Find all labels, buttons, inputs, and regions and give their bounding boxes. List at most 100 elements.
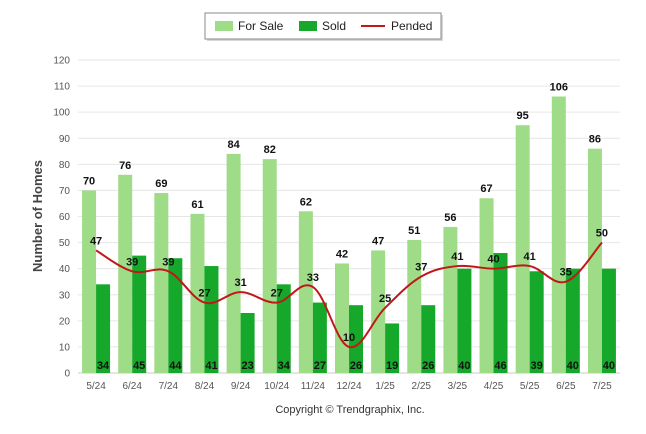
sold-value-label: 23 (241, 360, 253, 372)
y-tick-label: 30 (59, 290, 71, 301)
pended-value-label: 35 (560, 267, 572, 279)
y-tick-label: 70 (59, 186, 71, 197)
pended-value-label: 33 (307, 272, 319, 284)
for-sale-bar (587, 148, 602, 373)
for-sale-bar (298, 211, 313, 373)
sold-value-label: 40 (603, 360, 615, 372)
pended-value-label: 27 (198, 288, 210, 300)
sold-value-label: 27 (314, 360, 326, 372)
for-sale-value-label: 86 (589, 134, 601, 146)
sold-bar (132, 255, 147, 373)
y-tick-label: 40 (59, 264, 71, 275)
pended-line-path (95, 241, 603, 348)
legend-swatch-for-sale (215, 21, 233, 31)
copyright-text: Copyright © Trendgraphix, Inc. (275, 404, 424, 416)
y-tick-label: 0 (64, 369, 70, 380)
pended-value-label: 10 (343, 332, 355, 344)
x-tick-label: 1/25 (375, 381, 395, 392)
legend-label-for-sale: For Sale (238, 19, 284, 33)
sold-bar (96, 284, 111, 373)
y-tick-label: 10 (59, 342, 71, 353)
for-sale-value-label: 82 (264, 144, 276, 156)
for-sale-value-label: 47 (372, 235, 384, 247)
for-sale-bar (154, 193, 169, 373)
sold-bar (565, 268, 580, 373)
x-tick-label: 2/25 (412, 381, 432, 392)
x-tick-label: 7/24 (159, 381, 179, 392)
pended-value-label: 40 (487, 254, 499, 266)
for-sale-bar (335, 263, 349, 373)
for-sale-bar (515, 125, 530, 373)
x-tick-label: 4/25 (484, 381, 504, 392)
x-axis: 5/24 6/24 7/24 8/24 9/24 10/24 11/24 12/24 1/25 2… (86, 381, 612, 392)
for-sale-value-label: 67 (480, 183, 492, 195)
sold-value-label: 34 (97, 360, 110, 372)
y-tick-label: 20 (59, 316, 71, 327)
x-tick-label: 12/24 (336, 381, 361, 392)
sold-bar (421, 305, 436, 373)
for-sale-value-label: 76 (119, 160, 131, 172)
y-tick-label: 110 (54, 82, 70, 93)
for-sale-value-label: 56 (444, 212, 456, 224)
x-tick-label: 11/24 (301, 381, 326, 392)
for-sale-bar (262, 159, 277, 373)
x-tick-label: 7/25 (592, 381, 612, 392)
sold-bar (529, 271, 544, 373)
sold-value-label: 26 (350, 360, 362, 372)
for-sale-bar (443, 226, 458, 373)
sold-value-label: 46 (494, 360, 506, 372)
for-sale-value-label: 42 (336, 248, 348, 260)
for-sale-value-label: 61 (191, 199, 203, 211)
for-sale-bar (82, 190, 97, 373)
x-tick-label: 6/24 (122, 381, 142, 392)
for-sale-value-label: 70 (83, 175, 95, 187)
sold-bar (204, 266, 219, 373)
y-tick-label: 50 (59, 238, 71, 249)
pended-value-label: 27 (271, 288, 283, 300)
pended-value-label: 39 (126, 256, 138, 268)
for-sale-bar (226, 153, 241, 373)
pended-value-label: 37 (415, 261, 427, 273)
sold-value-label: 45 (133, 360, 145, 372)
for-sale-value-label: 106 (550, 82, 568, 94)
sold-bar (240, 313, 255, 373)
y-tick-label: 60 (59, 212, 71, 223)
sold-value-label: 26 (422, 360, 434, 372)
y-tick-label: 120 (53, 56, 70, 67)
pended-value-label: 31 (234, 277, 246, 289)
for-sale-value-label: 62 (300, 196, 312, 208)
y-tick-label: 90 (59, 134, 71, 145)
legend-label-pended: Pended (391, 19, 432, 33)
for-sale-value-label: 51 (408, 225, 420, 237)
y-tick-label: 80 (59, 160, 71, 171)
sold-value-label: 39 (531, 360, 543, 372)
pended-line (95, 241, 603, 348)
pended-value-label: 41 (451, 251, 463, 263)
for-sale-bar (371, 250, 386, 373)
pended-value-label: 25 (379, 293, 391, 305)
for-sale-bar (551, 96, 566, 374)
for-sale-value-label: 69 (155, 178, 167, 190)
sold-value-label: 40 (567, 360, 579, 372)
legend: For Sale Sold Pended (204, 12, 443, 41)
pended-value-label: 39 (162, 256, 174, 268)
x-tick-label: 10/24 (264, 381, 289, 392)
sold-bar (276, 284, 291, 373)
sold-bar (601, 268, 616, 373)
data-labels: 70 34 47 76 45 39 69 44 39 61 41 27 84 23 31 82 34 27 62 27… (83, 82, 615, 372)
sold-bar (349, 305, 363, 373)
for-sale-value-label: 84 (227, 139, 240, 151)
for-sale-value-label: 95 (517, 110, 529, 122)
sold-bar (168, 258, 183, 373)
y-axis-title: Number of Homes (30, 160, 45, 272)
sold-value-label: 44 (169, 360, 182, 372)
x-tick-label: 5/24 (86, 381, 106, 392)
for-sale-bar (190, 213, 205, 373)
sold-bar (385, 323, 400, 373)
for-sale-bar (118, 174, 133, 373)
sold-value-label: 40 (458, 360, 470, 372)
x-tick-label: 8/24 (195, 381, 215, 392)
x-tick-label: 9/24 (231, 381, 251, 392)
legend-swatch-sold (299, 21, 317, 31)
